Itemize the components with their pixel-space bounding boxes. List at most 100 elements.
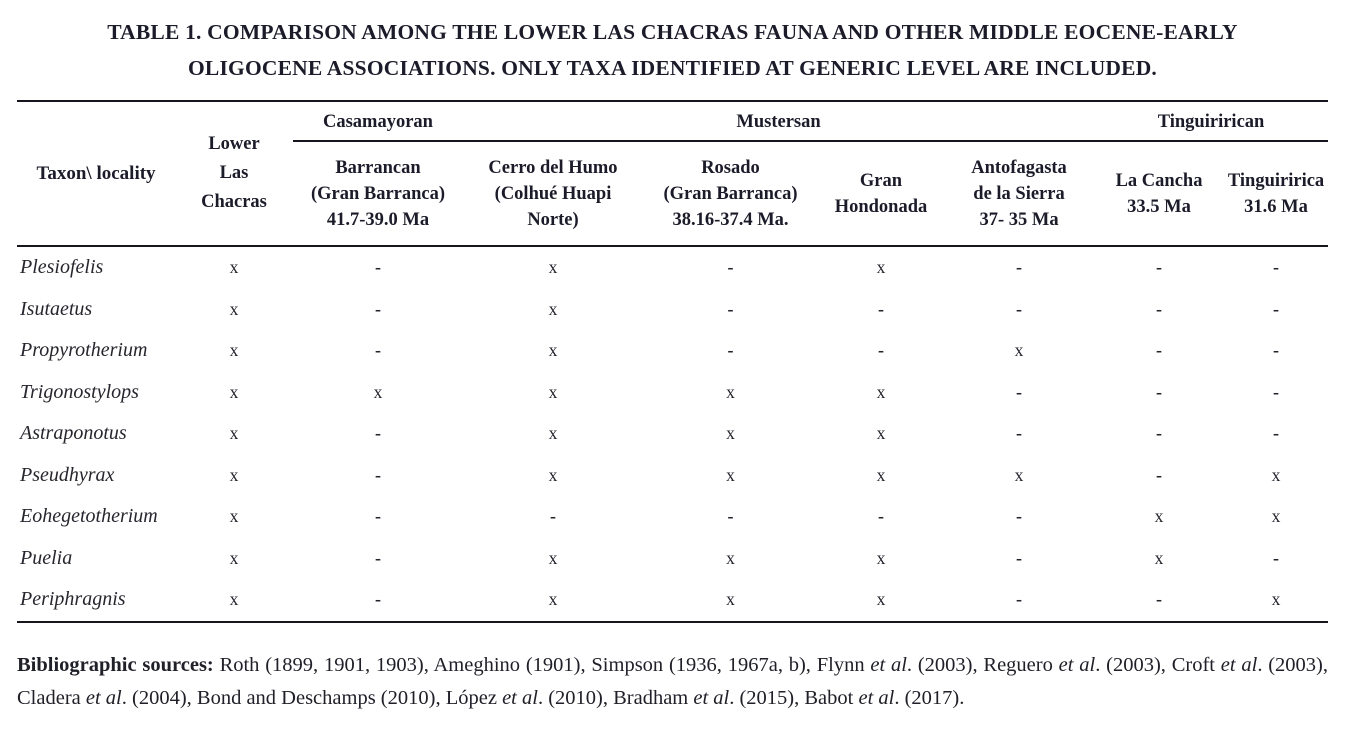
presence-cell: - [375,589,381,610]
column-header-gran-hondonada: Gran Hondonada [834,170,928,217]
presence-cell: - [375,298,381,319]
presence-cell: x [726,464,735,485]
comparison-table: Taxon\ locality Lower Las Chacras Casama… [17,100,1329,623]
presence-cell: x [1014,464,1024,485]
presence-cell: - [1273,298,1280,319]
presence-cell: - [1273,423,1280,444]
presence-cell: - [375,340,381,361]
presence-cell: - [1156,298,1163,319]
group-header-mustersan: Mustersan [463,101,1095,142]
table-row: Astraponotus x - x x x - - - [17,413,1328,455]
taxon-name: Periphragnis [20,588,126,611]
presence-cell: x [548,589,558,610]
presence-cell: x [548,423,558,444]
presence-cell: x [548,298,558,319]
presence-cell: - [1016,423,1023,444]
taxon-name: Pseudhyrax [20,463,115,486]
presence-cell: x [876,257,886,278]
presence-cell: x [373,381,383,402]
table-body: Plesiofelis x - x - x - - - Isutaetus x … [17,246,1329,622]
presence-cell: - [375,257,381,278]
table-row: Periphragnis x - x x x - - x [17,579,1328,622]
table-row: Propyrotherium x - x - - x - - [17,330,1328,372]
taxon-name: Eohegetotherium [20,505,158,528]
presence-cell: x [876,547,886,568]
table-row: Isutaetus x - x - - - - - [17,289,1328,331]
presence-cell: - [878,298,884,319]
column-header-barrancan: Barrancan (Gran Barranca) 41.7-39.0 Ma [310,157,446,230]
presence-cell: x [229,506,239,527]
presence-cell: x [548,464,558,485]
presence-cell: x [548,257,558,278]
presence-cell: x [726,381,735,402]
presence-cell: x [229,547,239,568]
presence-cell: - [727,298,734,319]
presence-cell: - [375,464,381,485]
presence-cell: - [1156,464,1163,485]
taxon-name: Propyrotherium [20,339,148,362]
column-header-antofagasta: Antofagasta de la Sierra 37- 35 Ma [971,157,1067,230]
presence-cell: x [229,298,239,319]
presence-cell: - [375,547,381,568]
presence-cell: x [229,589,239,610]
presence-cell: x [229,340,239,361]
presence-cell: - [1016,381,1023,402]
presence-cell: - [1273,340,1280,361]
presence-cell: x [1271,589,1281,610]
presence-cell: - [1156,257,1163,278]
taxon-name: Puelia [20,546,73,569]
presence-cell: x [229,423,239,444]
presence-cell: - [1156,381,1163,402]
group-header-tinguirirican: Tinguirirican [1094,101,1329,142]
taxon-name: Trigonostylops [20,380,139,403]
presence-cell: x [1014,340,1024,361]
table-title: TABLE 1. COMPARISON AMONG THE LOWER LAS … [0,0,1345,86]
presence-cell: - [375,423,381,444]
presence-cell: x [726,589,735,610]
taxon-name: Plesiofelis [20,256,104,279]
column-header-la-cancha: La Cancha 33.5 Ma [1115,170,1203,217]
presence-cell: - [727,506,734,527]
presence-cell: x [876,381,886,402]
table-row: Pseudhyrax x - x x x x - x [17,455,1328,497]
presence-cell: - [878,340,884,361]
presence-cell: - [727,340,734,361]
presence-cell: - [727,257,734,278]
column-header-cerro-del-humo: Cerro del Humo (Colhué Huapi Norte) [488,157,618,230]
presence-cell: x [1271,464,1281,485]
group-header-casamayoran: Casamayoran [293,101,463,142]
presence-cell: x [229,381,239,402]
presence-cell: - [1156,340,1163,361]
presence-cell: x [548,547,558,568]
presence-cell: x [726,423,735,444]
presence-cell: - [375,506,381,527]
presence-cell: - [1016,589,1023,610]
presence-cell: x [876,423,886,444]
table-title-line2: OLIGOCENE ASSOCIATIONS. ONLY TAXA IDENTI… [187,56,1158,80]
presence-cell: x [548,340,558,361]
presence-cell: - [1273,257,1280,278]
table-row: Puelia x - x x x - x - [17,538,1328,580]
presence-cell: x [229,464,239,485]
presence-cell: x [726,547,735,568]
group-header-row: Taxon\ locality Lower Las Chacras Casama… [17,101,1329,212]
presence-cell: x [876,464,886,485]
presence-cell: - [1016,547,1023,568]
presence-cell: x [548,381,558,402]
presence-cell: x [229,257,239,278]
presence-cell: x [876,589,886,610]
presence-cell: - [550,506,556,527]
bibliographic-sources: Bibliographic sources: Roth (1899, 1901,… [17,653,1329,710]
presence-cell: - [1016,298,1023,319]
table-row: Eohegetotherium x - - - - - x x [17,496,1328,538]
column-header-tinguiririca: Tinguiririca 31.6 Ma [1227,170,1325,217]
presence-cell: - [1016,506,1023,527]
table-row: Trigonostylops x x x x x - - - [17,372,1328,414]
presence-cell: x [1154,547,1164,568]
taxon-name: Astraponotus [20,422,127,445]
table-row: Plesiofelis x - x - x - - - [17,246,1328,289]
table-title-line1: TABLE 1. COMPARISON AMONG THE LOWER LAS … [107,20,1238,44]
column-header-lower-las-chacras: Lower Las Chacras [201,134,267,212]
presence-cell: - [1273,547,1280,568]
presence-cell: - [1156,589,1163,610]
